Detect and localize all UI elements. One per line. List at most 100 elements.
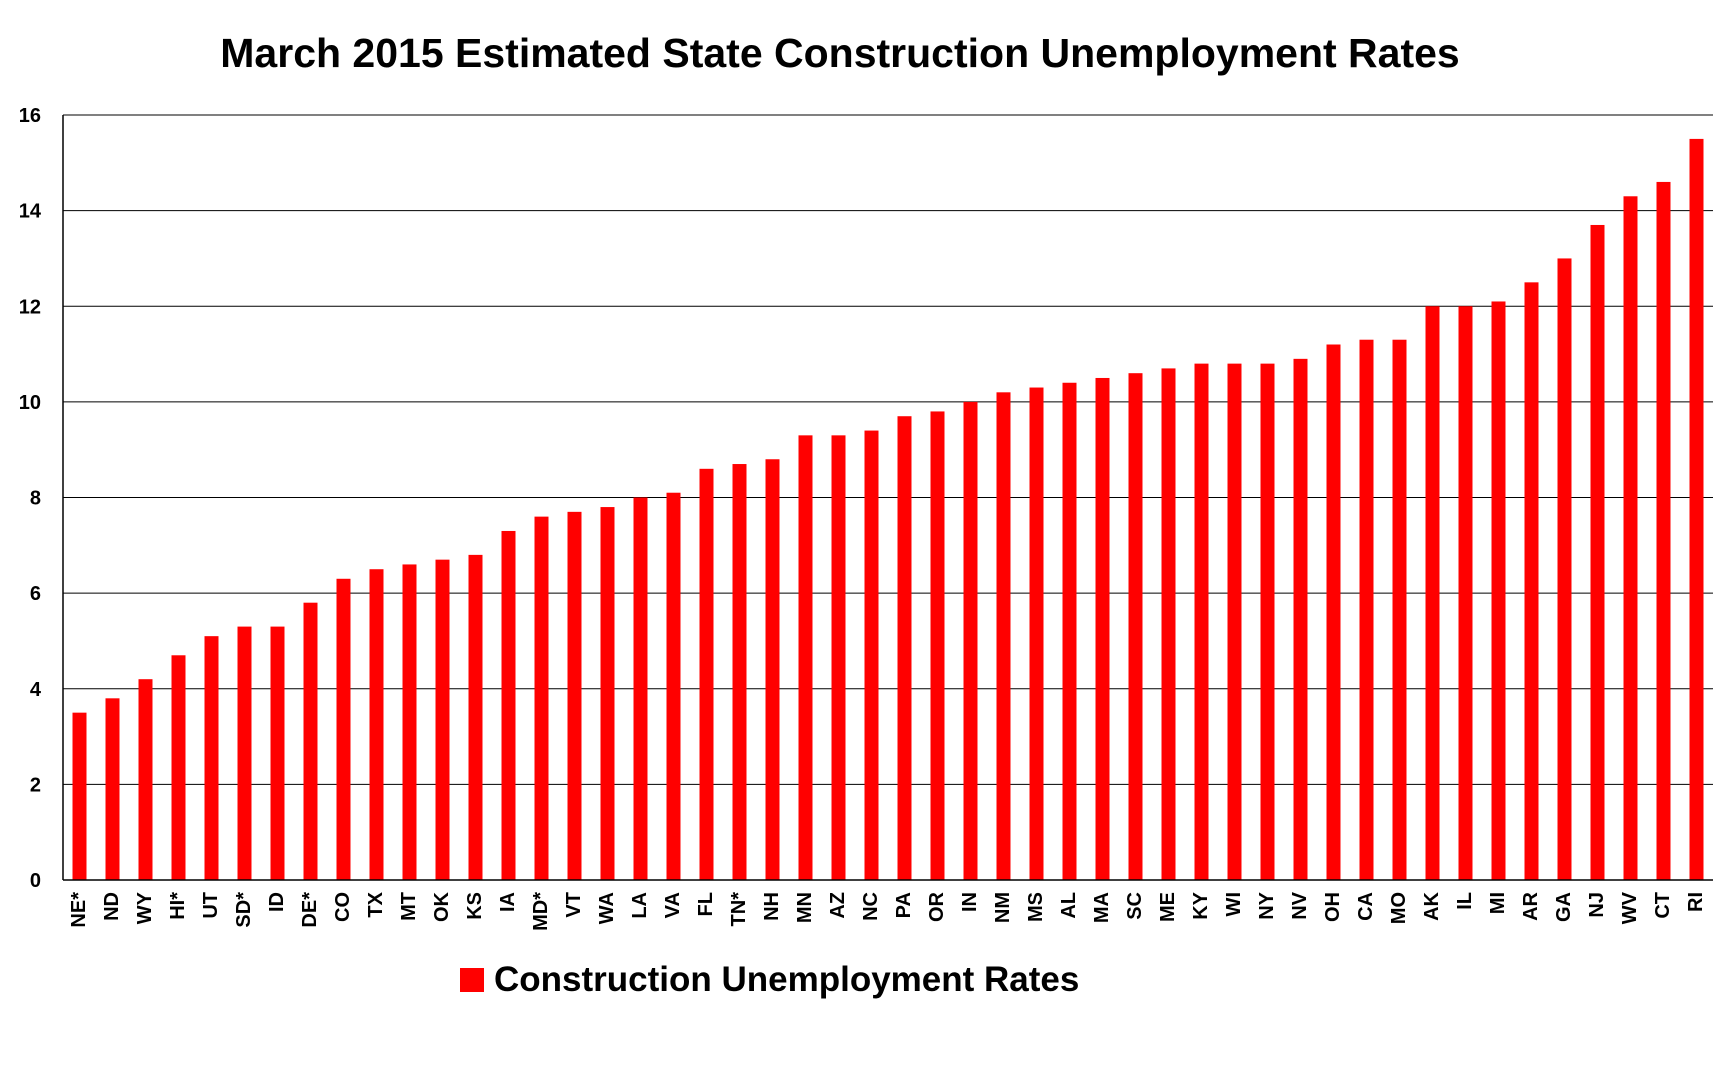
- x-tick-label: SD*: [233, 892, 255, 928]
- bar-fl: [699, 468, 714, 880]
- x-tick-label: WV: [1619, 891, 1641, 924]
- y-tick-label: 14: [19, 201, 42, 223]
- x-tick-label: NM: [992, 892, 1014, 923]
- bar-il: [1458, 306, 1473, 880]
- bar-nh: [765, 459, 780, 880]
- y-tick-label: 0: [30, 870, 41, 892]
- chart-title: March 2015 Estimated State Construction …: [220, 30, 1460, 76]
- y-tick-label: 6: [30, 583, 41, 605]
- x-axis-ticks: NE* ND WY HI* UT SD* ID DE* CO TX MT OK KS IA MD* VT WA L…: [68, 891, 1707, 931]
- bar-wy: [138, 679, 153, 880]
- x-tick-label: PA: [893, 892, 915, 918]
- x-tick-label: NJ: [1586, 892, 1608, 918]
- x-tick-label: OR: [926, 891, 948, 922]
- x-tick-label: IL: [1454, 892, 1476, 910]
- x-tick-label: FL: [695, 892, 717, 916]
- bar-md: [534, 516, 549, 880]
- x-tick-label: KY: [1190, 891, 1212, 919]
- x-tick-label: OH: [1322, 892, 1344, 922]
- bar-or: [930, 411, 945, 880]
- x-tick-label: MD*: [530, 892, 552, 931]
- bar-ia: [501, 530, 516, 880]
- x-tick-label: CA: [1355, 892, 1377, 921]
- bar-ca: [1359, 339, 1374, 880]
- bar-co: [336, 578, 351, 880]
- x-tick-label: ME: [1157, 892, 1179, 922]
- bar-mo: [1392, 339, 1407, 880]
- bar-hi: [171, 655, 186, 880]
- bar-ga: [1557, 258, 1572, 880]
- x-tick-label: UT: [200, 892, 222, 919]
- bar-ri: [1689, 138, 1704, 880]
- x-tick-label: AR: [1520, 891, 1542, 920]
- x-tick-label: NH: [761, 892, 783, 921]
- x-tick-label: WA: [596, 892, 618, 924]
- x-tick-label: NY: [1256, 891, 1278, 919]
- bar-ut: [204, 636, 219, 880]
- bar-nm: [996, 392, 1011, 880]
- x-tick-label: AZ: [827, 892, 849, 919]
- x-tick-label: HI*: [167, 892, 189, 920]
- y-tick-label: 2: [30, 774, 41, 796]
- bar-me: [1161, 368, 1176, 880]
- y-tick-label: 4: [30, 679, 42, 701]
- bars: [72, 138, 1704, 880]
- x-tick-label: WY: [134, 891, 156, 924]
- bar-wv: [1623, 196, 1638, 880]
- x-tick-label: NV: [1289, 891, 1311, 919]
- bar-la: [633, 497, 648, 880]
- x-tick-label: GA: [1553, 892, 1575, 922]
- bar-wa: [600, 507, 615, 880]
- bar-ny: [1260, 363, 1275, 880]
- x-tick-label: CO: [332, 892, 354, 922]
- x-tick-label: VT: [563, 892, 585, 918]
- legend: Construction Unemployment Rates: [460, 960, 1079, 1000]
- x-tick-label: MN: [794, 892, 816, 923]
- bar-mi: [1491, 301, 1506, 880]
- bar-vt: [567, 511, 582, 880]
- legend-swatch: [460, 968, 484, 992]
- x-tick-label: OK: [431, 891, 453, 922]
- bar-id: [270, 626, 285, 880]
- bar-tx: [369, 569, 384, 880]
- x-tick-label: AL: [1058, 892, 1080, 919]
- y-tick-label: 10: [19, 392, 41, 414]
- x-tick-label: RI: [1685, 892, 1707, 912]
- x-tick-label: IA: [497, 892, 519, 912]
- x-tick-label: NE*: [68, 892, 90, 928]
- bar-nv: [1293, 358, 1308, 880]
- bar-va: [666, 492, 681, 880]
- x-tick-label: ND: [101, 892, 123, 921]
- x-tick-label: MT: [398, 892, 420, 921]
- legend-label: Construction Unemployment Rates: [494, 960, 1080, 999]
- x-tick-label: LA: [629, 892, 651, 919]
- y-tick-label: 12: [19, 296, 41, 318]
- bar-al: [1062, 382, 1077, 880]
- x-tick-label: CT: [1652, 892, 1674, 919]
- bar-pa: [897, 416, 912, 880]
- x-tick-label: SC: [1124, 892, 1146, 920]
- bar-sc: [1128, 373, 1143, 880]
- bar-nj: [1590, 224, 1605, 880]
- y-tick-label: 8: [30, 488, 41, 510]
- bar-mn: [798, 435, 813, 880]
- bar-oh: [1326, 344, 1341, 880]
- x-tick-label: DE*: [299, 892, 321, 928]
- bar-ok: [435, 559, 450, 880]
- x-tick-label: KS: [464, 892, 486, 920]
- x-tick-label: NC: [860, 892, 882, 921]
- bar-ct: [1656, 181, 1671, 880]
- bar-nd: [105, 698, 120, 880]
- bar-ar: [1524, 282, 1539, 880]
- x-tick-label: AK: [1421, 891, 1443, 920]
- bar-nc: [864, 430, 879, 880]
- bar-ak: [1425, 306, 1440, 880]
- x-tick-label: MA: [1091, 892, 1113, 923]
- x-tick-label: MS: [1025, 892, 1047, 922]
- bar-ms: [1029, 387, 1044, 880]
- x-tick-label: MI: [1487, 892, 1509, 914]
- x-tick-label: WI: [1223, 892, 1245, 916]
- x-tick-label: TN*: [728, 892, 750, 927]
- x-tick-label: ID: [266, 892, 288, 912]
